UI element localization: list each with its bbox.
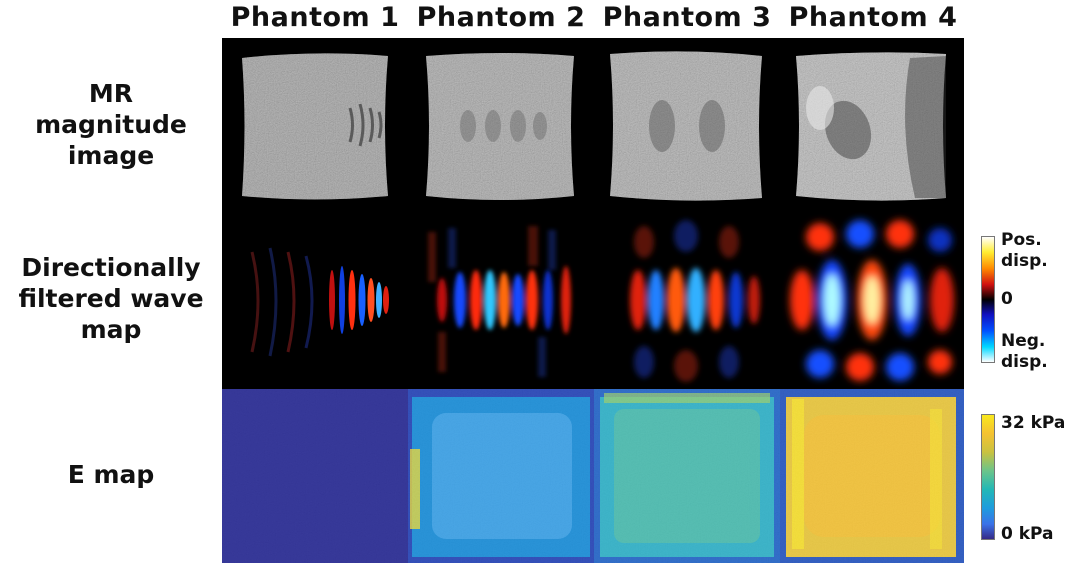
- wave-map-phantom-2: [408, 212, 594, 389]
- mr-image-phantom-2: [408, 38, 594, 212]
- mr-image-phantom-1: [222, 38, 408, 212]
- wave-map-phantom-4: [780, 212, 964, 389]
- column-title-phantom-4: Phantom 4: [788, 2, 958, 33]
- row-title-e-map: E map: [67, 460, 155, 489]
- colorbar-label-line: disp.: [1001, 251, 1048, 271]
- row-title-line: magnitude: [35, 110, 187, 139]
- column-title-phantom-3: Phantom 3: [602, 2, 772, 33]
- row-title-line: filtered wave: [18, 284, 204, 313]
- row-title-line: Directionally: [21, 253, 201, 282]
- row-title-line: map: [80, 315, 142, 344]
- e-colorbar-min-label: 0 kPa: [1001, 524, 1054, 544]
- e-colorbar: [981, 414, 995, 540]
- e-map-phantom-4: [780, 389, 964, 563]
- wave-colorbar-top-label: Pos. disp.: [1001, 230, 1048, 272]
- column-title-phantom-1: Phantom 1: [230, 2, 400, 33]
- wave-colorbar: [981, 236, 995, 363]
- e-map-phantom-3: [594, 389, 780, 563]
- e-colorbar-max-label: 32 kPa: [1001, 413, 1066, 433]
- colorbar-label-line: Neg.: [1001, 331, 1046, 351]
- row-title-line: MR: [88, 79, 134, 108]
- colorbar-label-line: Pos.: [1001, 230, 1042, 250]
- mr-image-phantom-3: [594, 38, 780, 212]
- e-map-phantom-2: [408, 389, 594, 563]
- column-title-phantom-2: Phantom 2: [416, 2, 586, 33]
- wave-colorbar-bottom-label: Neg. disp.: [1001, 331, 1048, 373]
- row-title-mr-magnitude: MR magnitude image: [0, 78, 222, 171]
- e-map-phantom-1: [222, 389, 408, 563]
- wave-colorbar-mid-label: 0: [1001, 289, 1013, 309]
- mr-image-phantom-4: [780, 38, 964, 212]
- row-title-wave-map: Directionally filtered wave map: [0, 252, 222, 345]
- row-title-line: image: [67, 141, 155, 170]
- colorbar-label-line: disp.: [1001, 352, 1048, 372]
- wave-map-phantom-3: [594, 212, 780, 389]
- wave-map-phantom-1: [222, 212, 408, 389]
